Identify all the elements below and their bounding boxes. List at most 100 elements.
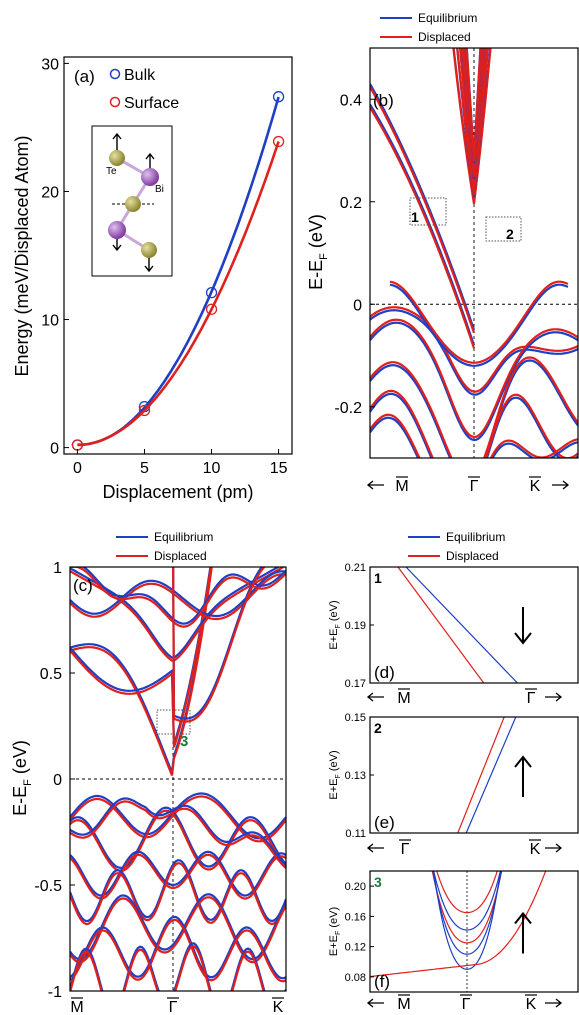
corner-label: 1 [374, 570, 382, 586]
valence-band-displaced [70, 862, 286, 926]
x-tick-label-k-group: K [529, 476, 541, 495]
panel-c-y-axis-label: E-EF (eV) [10, 740, 34, 816]
bi-atom [141, 168, 159, 186]
panel-a-label: (a) [74, 67, 95, 86]
panel-a-y-axis-label: Energy (meV/Displaced Atom) [12, 135, 32, 376]
y-tick-label: 0.13 [345, 770, 366, 782]
x-tick-label-k-group: K [529, 839, 541, 858]
band-displaced [370, 871, 547, 978]
x-tick-label-gamma-group: Γ [399, 839, 411, 858]
valence-band-displaced [370, 306, 578, 393]
band-equilibrium [432, 871, 502, 955]
conduction-band-displaced [464, 48, 483, 162]
y-axis-label: E+EF (eV) [328, 907, 342, 956]
te-atom [125, 196, 141, 212]
crystal-inset: Te Bi [91, 125, 173, 277]
y-tick-label: 0.15 [345, 712, 366, 724]
band-displaced [397, 567, 485, 683]
frame [369, 566, 579, 684]
left-arrow-icon [366, 480, 384, 490]
conduction-band-equilibrium [81, 567, 286, 625]
band-displaced [431, 871, 503, 944]
panel-a-x-axis-label: Displacement (pm) [102, 482, 253, 502]
surface-band-left-displaced [370, 106, 476, 349]
bi-label: Bi [155, 184, 164, 195]
y-tick-label: 30 [41, 56, 59, 73]
conduction-band-displaced [70, 573, 286, 621]
left-arrow-icon-group [366, 843, 384, 853]
panel-b-y-axis-label: E-EF (eV) [306, 214, 330, 290]
right-arrow-icon-group [545, 692, 563, 702]
band-equilibrium [433, 871, 501, 931]
plot-area [397, 567, 519, 683]
panel-label: (d) [374, 663, 395, 682]
corner-label: 2 [374, 720, 382, 736]
up-arrow-icon [112, 132, 122, 150]
te-atom [109, 150, 125, 166]
valence-band-equilibrium [70, 806, 286, 869]
conduction-band-displaced [462, 48, 484, 174]
x-tick-label-m: M [397, 690, 410, 707]
right-arrow-icon [545, 998, 563, 1008]
bi-atom [108, 221, 126, 239]
conduction-band-equilibrium [461, 48, 486, 179]
zoom-box-3-label: 3 [180, 733, 188, 750]
y-tick-label: 10 [41, 313, 59, 330]
legend-surface-label: Surface [124, 95, 179, 112]
right-arrow-icon [545, 843, 563, 853]
band-equilibrium [405, 567, 519, 683]
panel-f: 0.20 0.16 0.12 0.08 3 (f) E+EF (eV) M Γ K [328, 870, 579, 1013]
conduction-band-equilibrium [456, 48, 490, 197]
conduction-band-displaced [70, 567, 213, 776]
legend-displaced-label: Displaced [154, 549, 207, 563]
down-arrow-icon [112, 239, 122, 252]
panel-a-plot-area [71, 91, 285, 451]
valence-band-displaced [370, 389, 578, 458]
x-tick-label-gamma: Γ [401, 841, 410, 858]
conduction-band-displaced [465, 48, 482, 158]
x-tick-label-m-group: M [397, 994, 411, 1013]
valence-band-equilibrium [370, 321, 578, 442]
x-tick-label-k: K [526, 996, 537, 1013]
left-arrow-icon-group [366, 480, 384, 490]
y-tick-label: -1 [48, 984, 62, 1001]
y-tick-label: 0.08 [345, 972, 366, 984]
legend-bulk-marker [109, 68, 121, 80]
panel-a-frame [63, 56, 293, 455]
conduction-band-displaced [70, 567, 212, 748]
data-point-surface [138, 404, 151, 417]
y-tick-label: 0.20 [345, 881, 366, 893]
valence-band-equilibrium [370, 309, 578, 396]
valence-band-equilibrium [70, 942, 286, 991]
corner-label: 3 [374, 874, 382, 890]
x-tick-label-k-group: K [272, 997, 284, 1015]
conduction-band-displaced [461, 48, 485, 177]
x-tick-label-k-group: K [525, 994, 537, 1013]
frame [369, 870, 579, 993]
x-tick-label-gamma-group: Γ [468, 476, 480, 495]
conduction-band-displaced [452, 48, 492, 204]
data-point-surface [205, 303, 218, 315]
plot-area [370, 871, 547, 992]
x-tick-label-m-group: M [397, 688, 411, 707]
panel-e: 0.15 0.13 0.11 2 (e) E+EF (eV) Γ K [328, 712, 579, 858]
panel-c-plot-area [70, 567, 286, 991]
x-tick-label-gamma: Γ [470, 478, 479, 495]
valence-band-equilibrium [70, 859, 286, 923]
x-tick-label-gamma: Γ [462, 996, 471, 1013]
y-tick-label: 0 [50, 441, 59, 458]
panel-b-frame [369, 47, 579, 459]
x-tick-label-m: M [397, 996, 410, 1013]
x-tick-label-k: K [530, 478, 541, 495]
conduction-band-displaced [456, 48, 489, 195]
y-tick-label: -0.2 [334, 400, 362, 417]
y-tick-label: 20 [41, 184, 59, 201]
panel-label: (f) [374, 972, 390, 991]
legend-displaced-label: Displaced [446, 549, 499, 563]
band-displaced [457, 717, 505, 833]
conduction-band-equilibrium [70, 567, 281, 659]
y-axis-label: E+EF (eV) [328, 750, 342, 799]
x-tick-label-gamma-group: Γ [460, 994, 472, 1013]
